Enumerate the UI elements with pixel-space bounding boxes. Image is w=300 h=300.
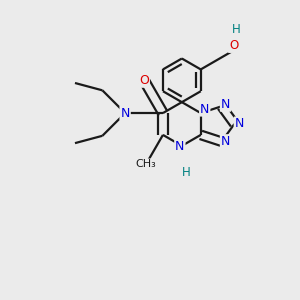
Text: O: O xyxy=(229,39,238,52)
Text: N: N xyxy=(221,135,230,148)
Text: N: N xyxy=(235,118,244,130)
Text: N: N xyxy=(175,140,184,153)
Text: H: H xyxy=(232,23,241,36)
Text: N: N xyxy=(200,103,209,116)
Text: N: N xyxy=(221,98,230,111)
Text: O: O xyxy=(139,74,149,87)
Text: CH₃: CH₃ xyxy=(136,159,156,170)
Text: H: H xyxy=(182,166,190,179)
Text: N: N xyxy=(120,106,130,120)
